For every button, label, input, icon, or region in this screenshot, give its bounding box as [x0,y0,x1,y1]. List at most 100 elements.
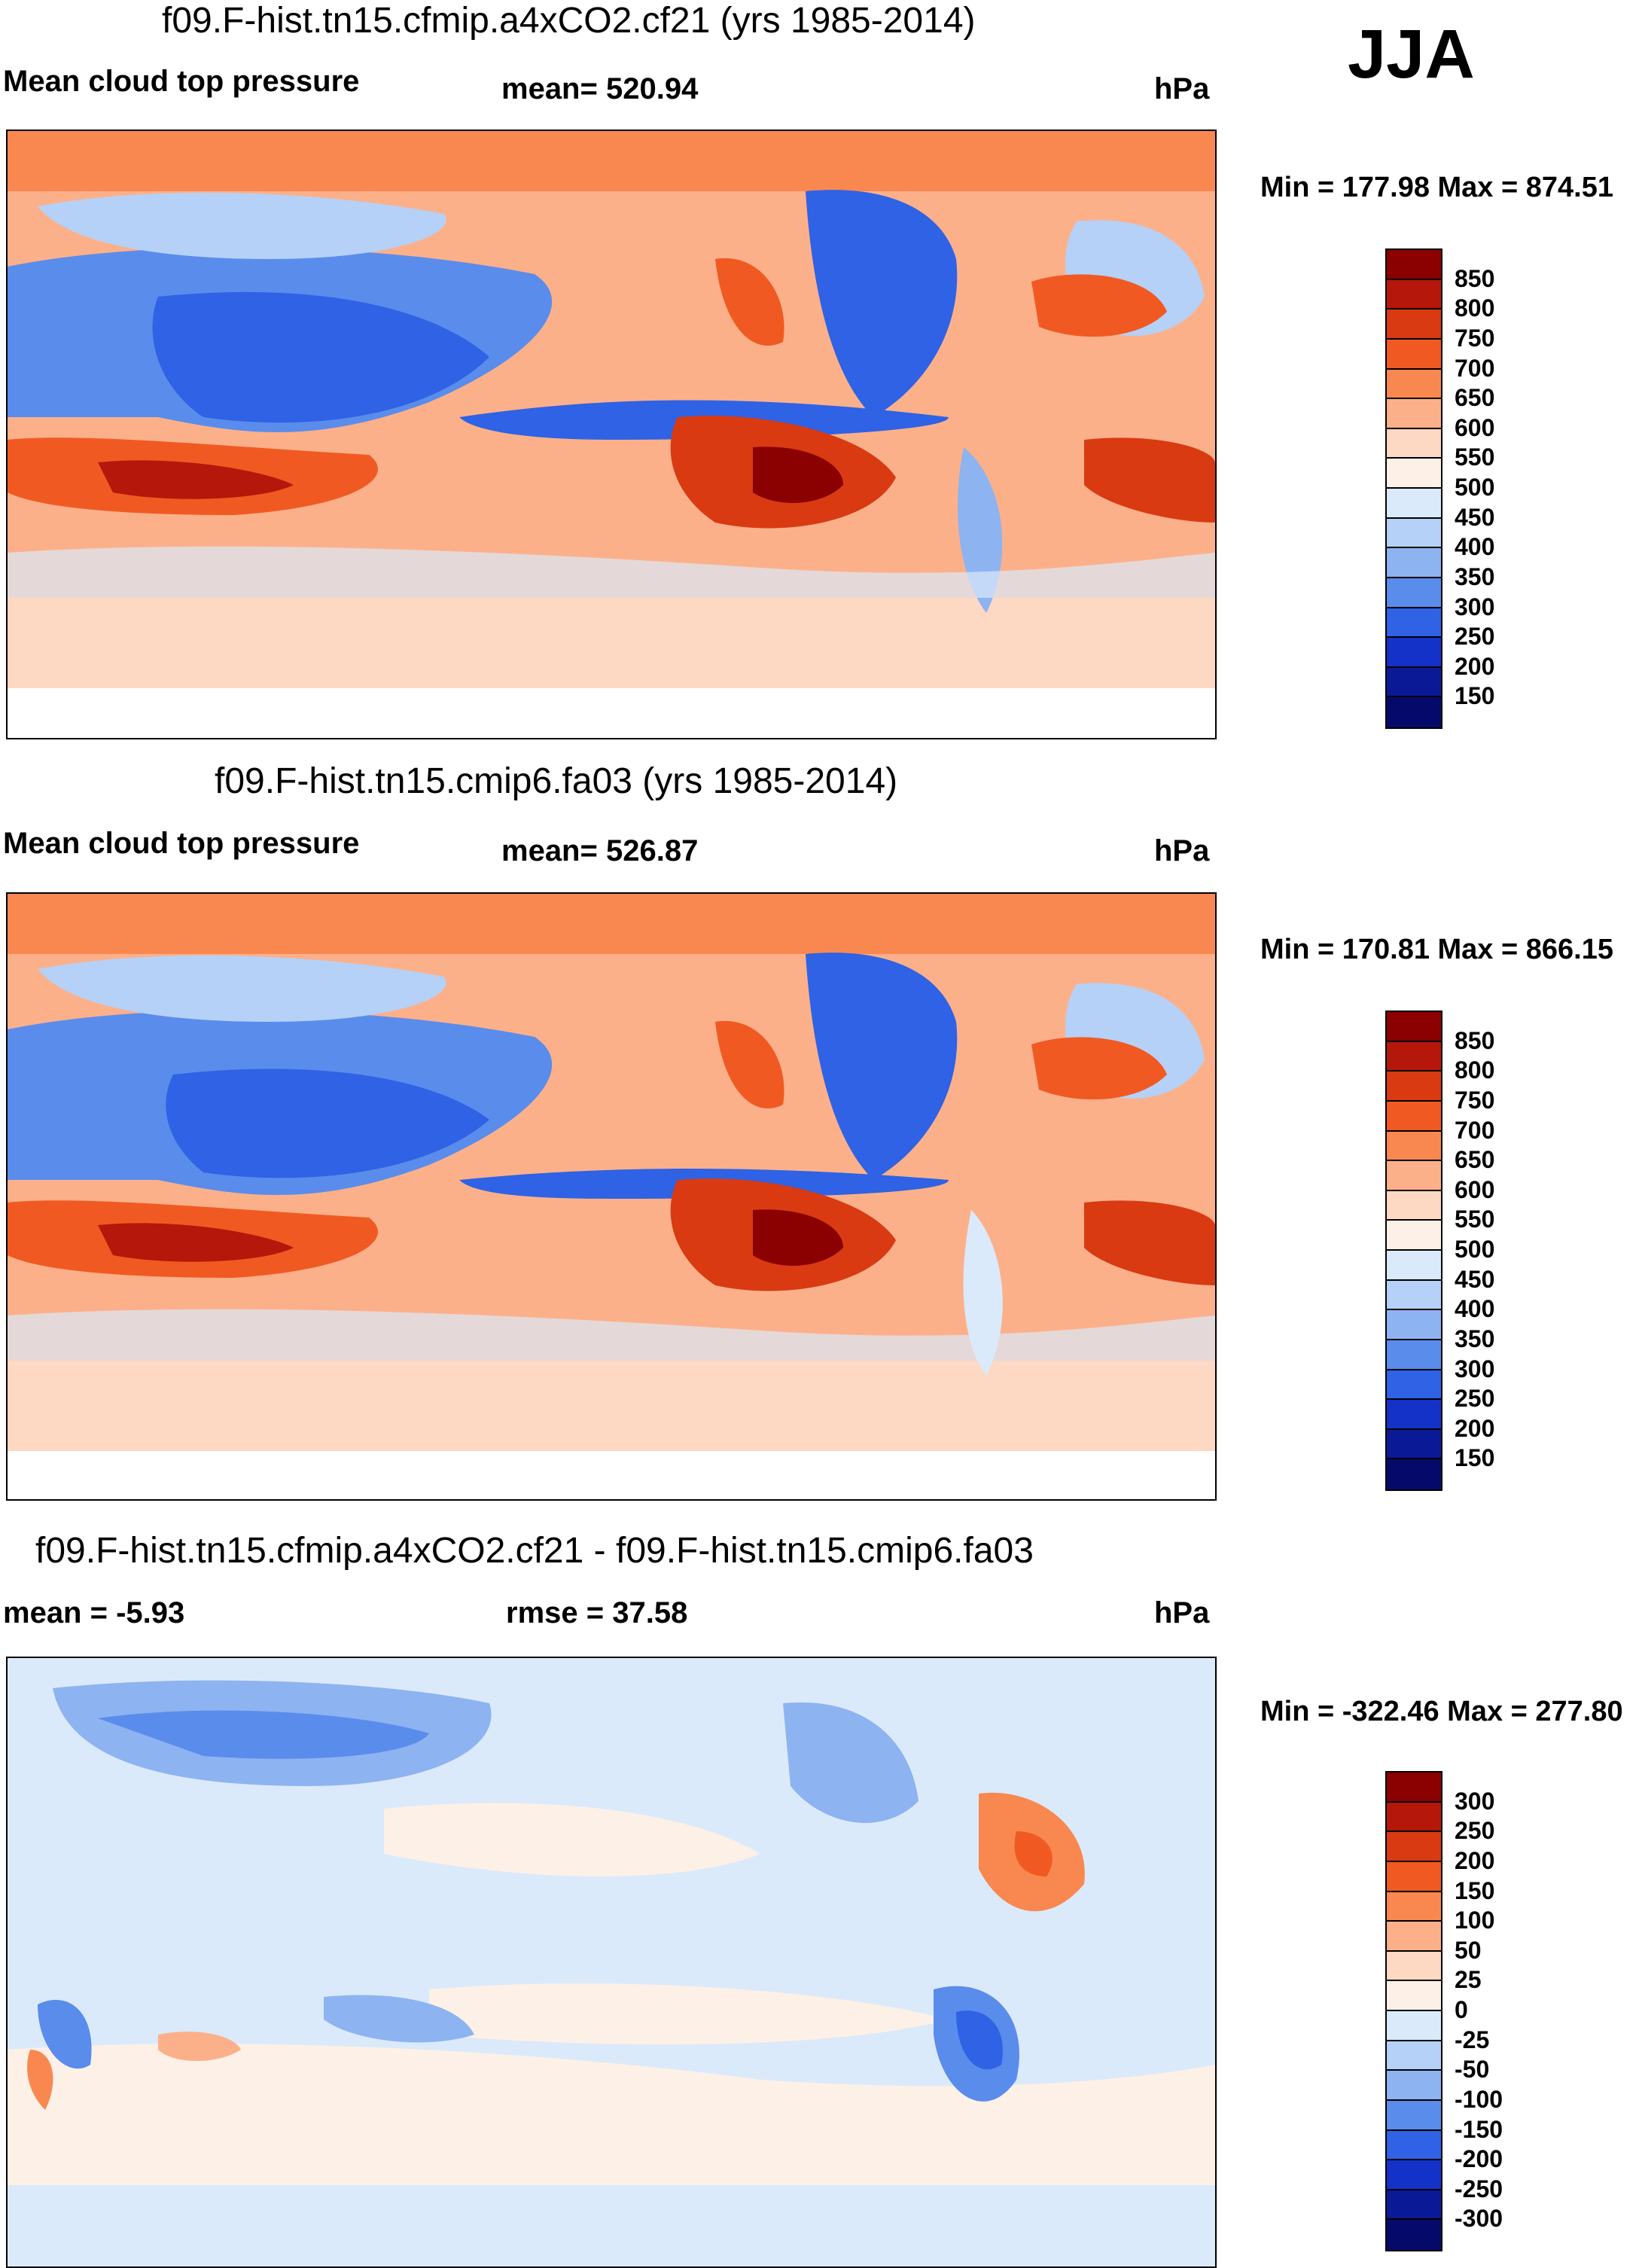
colorbar-tick-label: 150 [1455,1876,1495,1904]
colorbar-swatch [1387,1951,1441,1982]
colorbar-tick-label: 350 [1455,1325,1495,1352]
colorbar-tick-label: 0 [1455,1996,1468,2023]
colorbar-swatch [1387,1773,1441,1803]
panel-2-colorbar-swatches [1385,1011,1442,1491]
colorbar-tick-label: 350 [1455,562,1495,590]
colorbar-tick-label: 500 [1455,1236,1495,1263]
colorbar-swatch [1387,1802,1441,1833]
panel-1-title: f09.F-hist.tn15.cfmip.a4xCO2.cf21 (yrs 1… [162,1,976,41]
colorbar-swatch [1387,1161,1441,1191]
panel-3-map-graphic [8,1658,1215,2266]
colorbar-swatch [1387,1012,1441,1042]
panel-2-map-graphic [8,894,1215,1499]
colorbar-tick-label: 850 [1455,1026,1495,1054]
colorbar-tick-label: 400 [1455,1295,1495,1323]
panel-1-colorbar-swatches [1385,248,1442,729]
colorbar-swatch [1387,250,1441,280]
colorbar-swatch [1387,1221,1441,1251]
colorbar-swatch [1387,548,1441,578]
colorbar-swatch [1387,1922,1441,1952]
colorbar-tick-label: 200 [1455,652,1495,680]
panel-3-colorbar-swatches [1385,1771,1442,2251]
colorbar-tick-label: 550 [1455,1206,1495,1233]
colorbar-tick-label: -50 [1455,2056,1490,2084]
panel-1-colorbar: 850 800 750 700 650 600 550 500 450 400 350 300 250 2… [1385,248,1581,730]
colorbar-tick-label: 250 [1455,623,1495,651]
colorbar-swatch [1387,1251,1441,1281]
colorbar-swatch [1387,1072,1441,1102]
colorbar-swatch [1387,1981,1441,2011]
colorbar-swatch [1387,1429,1441,1460]
colorbar-tick-label: -300 [1455,2205,1503,2233]
colorbar-tick-label: -150 [1455,2115,1503,2143]
colorbar-swatch [1387,697,1441,727]
colorbar-swatch [1387,1370,1441,1401]
colorbar-swatch [1387,2011,1441,2041]
colorbar-tick-label: 750 [1455,324,1495,352]
panel-3-minmax-label: Min = -322.46 Max = 277.80 [1260,1696,1623,1727]
colorbar-swatch [1387,1861,1441,1892]
colorbar-swatch [1387,2190,1441,2221]
colorbar-swatch [1387,1459,1441,1489]
colorbar-swatch [1387,309,1441,340]
colorbar-tick-label: 700 [1455,1116,1495,1144]
panel-1-map-graphic [8,131,1215,738]
colorbar-swatch [1387,339,1441,370]
panel-2-minmax-label: Min = 170.81 Max = 866.15 [1260,934,1613,965]
panel-1-mean-label: mean= 520.94 [501,72,699,105]
colorbar-swatch [1387,1190,1441,1221]
colorbar-tick-label: 400 [1455,533,1495,561]
colorbar-swatch [1387,1101,1441,1132]
colorbar-swatch [1387,1832,1441,1862]
panel-1-minmax-label: Min = 177.98 Max = 874.51 [1260,172,1613,203]
panel-2-units-label: hPa [1154,834,1210,867]
colorbar-swatch [1387,369,1441,400]
colorbar-swatch [1387,1310,1441,1340]
colorbar-swatch [1387,1400,1441,1430]
colorbar-swatch [1387,638,1441,668]
colorbar-tick-label: 250 [1455,1817,1495,1845]
colorbar-tick-label: 700 [1455,354,1495,382]
colorbar-tick-label: 800 [1455,1056,1495,1084]
colorbar-tick-label: 200 [1455,1414,1495,1442]
colorbar-tick-label: 100 [1455,1907,1495,1934]
colorbar-tick-label: 250 [1455,1385,1495,1413]
colorbar-tick-label: 650 [1455,384,1495,412]
panel-1-units-label: hPa [1154,72,1210,105]
colorbar-tick-label: 300 [1455,1355,1495,1382]
colorbar-tick-label: 25 [1455,1966,1482,1994]
colorbar-swatch [1387,2160,1441,2190]
panel-1-map [6,130,1217,739]
colorbar-swatch [1387,1280,1441,1311]
colorbar-swatch [1387,489,1441,519]
panel-2-colorbar: 850 800 750 700 650 600 550 500 450 400 350 300 250 2… [1385,1011,1581,1492]
colorbar-tick-label: 200 [1455,1846,1495,1874]
colorbar-swatch [1387,2130,1441,2161]
colorbar-swatch [1387,578,1441,608]
panel-3-title: f09.F-hist.tn15.cfmip.a4xCO2.cf21 - f09.… [35,1531,1034,1571]
panel-2-mean-label: mean= 526.87 [501,834,699,867]
colorbar-tick-label: 600 [1455,1175,1495,1203]
colorbar-swatch [1387,1340,1441,1370]
colorbar-tick-label: 300 [1455,593,1495,620]
colorbar-swatch [1387,667,1441,698]
panel-3-rmse-label: rmse = 37.58 [506,1596,688,1629]
colorbar-tick-label: 150 [1455,1444,1495,1472]
colorbar-swatch [1387,2041,1441,2071]
colorbar-swatch [1387,2220,1441,2250]
colorbar-tick-label: -100 [1455,2085,1503,2113]
colorbar-swatch [1387,1131,1441,1162]
colorbar-swatch [1387,1041,1441,1072]
colorbar-swatch [1387,1892,1441,1922]
colorbar-swatch [1387,608,1441,639]
colorbar-tick-label: 50 [1455,1936,1482,1964]
panel-1-variable-label: Mean cloud top pressure [3,65,360,98]
panel-2-title: f09.F-hist.tn15.cmip6.fa03 (yrs 1985-201… [215,761,898,801]
colorbar-tick-label: 500 [1455,474,1495,501]
panel-3-mean-label: mean = -5.93 [3,1596,185,1629]
colorbar-tick-label: 600 [1455,413,1495,441]
panel-3-units-label: hPa [1154,1596,1210,1629]
colorbar-swatch [1387,2100,1441,2131]
colorbar-tick-label: 550 [1455,444,1495,471]
colorbar-swatch [1387,399,1441,429]
